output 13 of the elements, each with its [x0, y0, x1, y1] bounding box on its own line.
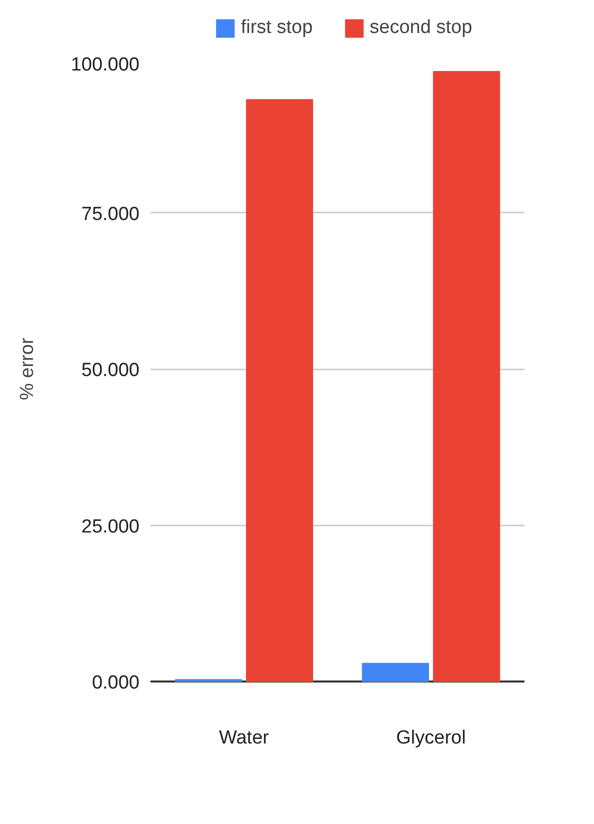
bar: [432, 71, 500, 682]
bar: [362, 662, 430, 682]
legend-label: first stop: [240, 17, 313, 39]
y-axis-title: % error: [16, 337, 38, 400]
y-tick-label: 100.000: [70, 54, 140, 76]
x-tick-label: Water: [219, 728, 270, 748]
y-tick-label: 0.000: [92, 672, 140, 694]
y-tick-label: 75.000: [81, 204, 140, 225]
legend-label: second stop: [370, 17, 472, 39]
x-tick-label: Glycerol: [396, 728, 466, 748]
y-tick-label: 25.000: [81, 516, 140, 538]
y-tick-label: 50.000: [81, 360, 140, 381]
bar: [246, 99, 314, 682]
